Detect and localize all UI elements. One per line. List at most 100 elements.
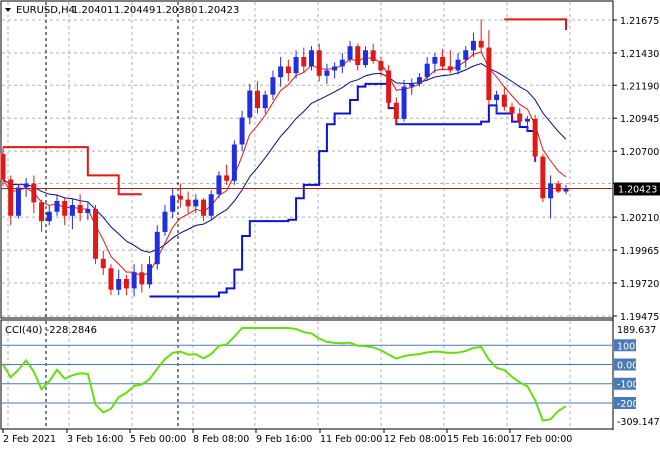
candle-body [162,211,168,232]
cci-level-tag [614,377,636,390]
candle-body [23,183,29,188]
candle-body [270,77,276,95]
cci-level-label: -100 [617,380,639,391]
candle-body [39,202,45,222]
cci-panel-frame [0,319,614,430]
candle-body [347,46,353,60]
ohlc-low: 1.20380 [156,5,197,16]
candle-body [301,57,307,67]
cci-line [2,327,567,422]
candle-body [108,268,114,290]
candle-body [324,70,330,76]
candle-body [54,200,60,212]
candle-body [548,183,554,199]
price-tick-label: 1.19475 [620,312,659,323]
price-tick-label: 1.19965 [620,246,659,257]
candle-body [432,57,438,64]
price-tick-label: 1.21675 [620,16,659,27]
grid [2,2,612,428]
candle-body [555,183,561,192]
cci-level-tag [614,339,636,352]
candle-body [147,264,153,285]
candle-body [416,77,422,84]
candle-body [532,118,538,157]
candle-body [77,205,83,214]
price-panel-frame [0,0,614,319]
candle-body [293,57,299,74]
time-tick-label: 17 Feb 00:00 [510,434,572,445]
candle-body [308,50,314,67]
cci-levels [2,344,612,404]
candle-body [154,231,160,265]
candle-body [339,59,345,67]
candle-body [494,94,500,101]
time-tick-label: 2 Feb 2021 [3,434,56,445]
candle-body [440,57,446,67]
candle-body [316,50,322,76]
candle-body [69,205,75,216]
cci-label: CCI(40) -228.2846 [5,325,97,336]
candle-body [386,70,392,103]
candle-body [31,183,37,203]
cci-axis-bottom: -309.1477 [617,417,660,428]
candle-body [116,279,122,290]
candle-body [201,199,207,216]
candle-body [332,66,338,71]
current-price-label: 1.20423 [618,184,657,195]
candle-body [524,118,530,122]
candle-body [262,94,268,109]
candle-body [100,258,106,269]
time-tick-label: 12 Feb 08:00 [384,434,446,445]
time-axis: 2 Feb 2021 3 Feb 16:00 5 Feb 00:00 8 Feb 08… [2,429,572,445]
time-tick-label: 15 Feb 16:00 [447,434,509,445]
candle-body [46,211,52,222]
candle-body [85,209,91,214]
candle-body [540,156,546,199]
cci-level-tag [614,396,636,409]
candle-body [185,199,191,207]
candle-body [463,50,469,60]
candle-body [193,199,199,207]
ohlc-close: 1.20423 [198,5,239,16]
candle-body [93,209,99,259]
candle-body [393,102,399,119]
candle-body [447,66,453,71]
candle-body [247,90,253,118]
candle-body [131,272,137,289]
candle-body [208,194,214,216]
candle-body [563,188,569,192]
cci-level-label: -200 [617,399,639,410]
candle-body [239,117,245,145]
candle-body [517,113,523,122]
cci-level-label: 100 [617,341,635,352]
candles [0,19,569,297]
price-tick-label: 1.20210 [620,213,659,224]
candle-body [401,86,407,119]
candle-body [231,144,237,181]
candle-body [62,200,68,216]
candle-body [177,195,183,200]
candle-body [170,195,176,212]
cci-level-tag [614,358,636,371]
candle-body [509,106,515,114]
price-tick-label: 1.20945 [620,114,659,125]
candle-body [216,175,222,195]
candle-body [123,279,129,289]
candle-body [455,59,461,71]
candle-body [362,50,368,66]
price-axis: 1.21675 1.21430 1.21190 1.20945 1.20700 1.202… [613,16,659,323]
time-tick-label: 3 Feb 16:00 [67,434,123,445]
time-tick-label: 9 Feb 16:00 [256,434,312,445]
current-price-tag [614,182,660,196]
candle-body [470,40,476,51]
candle-body [501,94,507,107]
price-tick-label: 1.20700 [620,147,659,158]
cci-axis-top: 189.637 [617,325,656,336]
cci-level-label: 0.00 [617,360,638,371]
candle-body [15,187,21,216]
candle-body [255,90,261,109]
dropdown-triangle-icon[interactable] [5,8,11,12]
resistance-line [504,18,567,31]
